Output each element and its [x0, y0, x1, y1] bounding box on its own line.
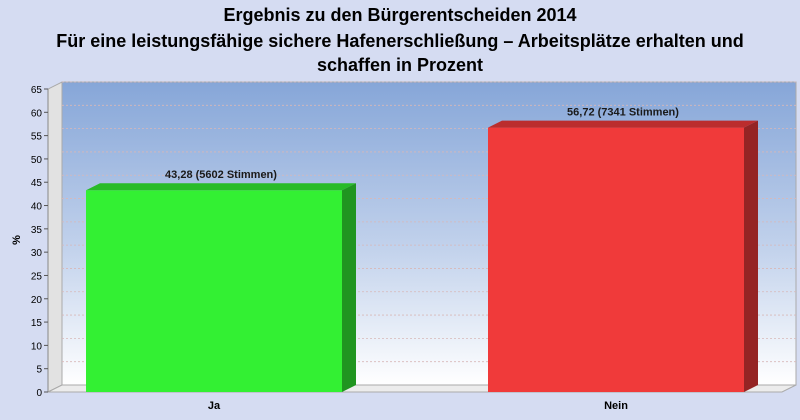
bar-top [86, 183, 356, 191]
data-label: 56,72 (7341 Stimmen) [567, 107, 679, 119]
x-axis: Ja Nein [208, 400, 628, 412]
x-tick-label: Nein [604, 400, 628, 412]
data-labels: 43,28 (5602 Stimmen) 56,72 (7341 Stimmen) [165, 107, 679, 182]
data-label: 43,28 (5602 Stimmen) [165, 169, 277, 181]
y-tick-label: 25 [31, 271, 43, 282]
y-tick-label: 60 [31, 108, 43, 119]
y-tick-label: 5 [36, 365, 42, 376]
bar-side [342, 183, 356, 392]
y-axis-title: % [11, 235, 23, 245]
title-line-3: schaffen in Prozent [317, 55, 483, 75]
y-axis: 0 5 10 15 20 25 30 35 40 45 50 55 60 65 [31, 85, 48, 399]
bar-ja [86, 183, 356, 392]
bar-front [488, 127, 744, 393]
y-tick-label: 55 [31, 132, 43, 143]
y-tick-label: 15 [31, 318, 43, 329]
y-tick-label: 40 [31, 202, 43, 213]
y-tick-label: 0 [36, 388, 42, 399]
y-tick-label: 45 [31, 178, 43, 189]
title-line-1: Ergebnis zu den Bürgerentscheiden 2014 [223, 5, 576, 25]
bar-top [488, 120, 758, 128]
bar-nein [488, 120, 758, 393]
left-wall [47, 81, 63, 393]
x-tick-label: Ja [208, 400, 221, 412]
chart-title: Ergebnis zu den Bürgerentscheiden 2014 F… [56, 5, 744, 75]
title-line-2: Für eine leistungsfähige sichere Hafener… [56, 31, 744, 51]
y-tick-label: 10 [31, 341, 43, 352]
y-tick-label: 30 [31, 248, 43, 259]
y-tick-label: 35 [31, 225, 43, 236]
y-tick-label: 20 [31, 295, 43, 306]
bar-front [86, 190, 342, 392]
bar-side [744, 120, 758, 393]
y-tick-label: 65 [31, 85, 43, 96]
y-tick-label: 50 [31, 155, 43, 166]
bars [86, 120, 758, 393]
